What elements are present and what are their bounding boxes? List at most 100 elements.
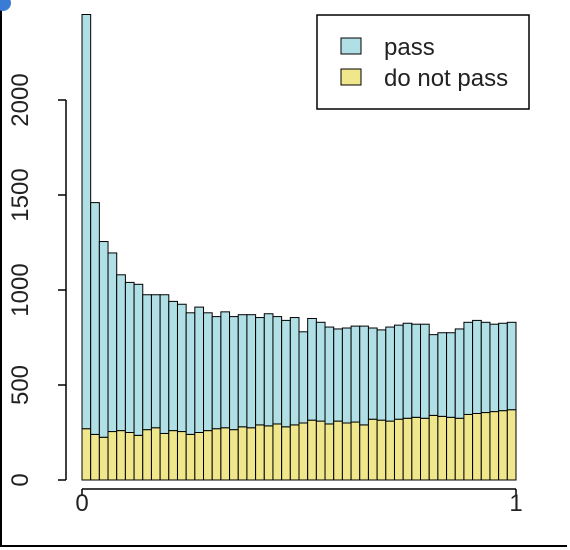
bar-do-not-pass-33 (367, 418, 378, 481)
bar-do-not-pass-3 (107, 431, 118, 481)
bar-do-not-pass-32 (359, 424, 369, 481)
bar-pass-39 (420, 323, 430, 419)
bar-pass-26 (307, 318, 317, 421)
bar-pass-38 (411, 323, 422, 418)
bars-group (81, 14, 517, 481)
bar-do-not-pass-49 (506, 409, 517, 481)
bar-pass-16 (220, 311, 231, 429)
legend: pass do not pass (316, 14, 530, 110)
bar-do-not-pass-44 (463, 413, 474, 481)
bar-pass-7 (142, 294, 152, 431)
bar-pass-25 (298, 331, 309, 424)
bar-do-not-pass-5 (124, 432, 135, 481)
bar-do-not-pass-1 (90, 433, 100, 481)
bar-pass-41 (437, 332, 448, 417)
bar-do-not-pass-29 (333, 420, 343, 481)
bar-do-not-pass-46 (480, 412, 491, 481)
bar-pass-15 (211, 316, 222, 430)
bar-do-not-pass-27 (315, 420, 326, 481)
bar-do-not-pass-12 (185, 433, 196, 481)
bar-pass-13 (194, 306, 205, 434)
y-tick-label-3: 1500 (7, 168, 34, 221)
bar-pass-0 (81, 14, 92, 430)
bar-pass-4 (116, 274, 126, 432)
bar-pass-45 (472, 319, 482, 414)
legend-label-pass: pass (384, 34, 435, 61)
y-tick-label-1: 500 (7, 365, 34, 405)
selection-dot-icon (0, 0, 11, 11)
bar-do-not-pass-48 (498, 410, 508, 481)
bar-do-not-pass-22 (272, 423, 283, 481)
bar-do-not-pass-37 (402, 417, 413, 481)
legend-label-do-not-pass: do not pass (384, 65, 508, 92)
bar-do-not-pass-21 (263, 425, 274, 481)
legend-box (316, 14, 530, 110)
bar-pass-20 (255, 317, 265, 426)
bar-do-not-pass-8 (150, 427, 161, 481)
x-tick-label-1: 1 (509, 490, 522, 517)
bar-pass-8 (150, 294, 161, 429)
y-tick-label-0: 0 (7, 473, 34, 486)
legend-swatch-do-not-pass (340, 68, 362, 86)
axes-group: 0 500 1000 1500 2000 0 1 (7, 73, 523, 517)
bar-pass-24 (289, 317, 300, 426)
bar-pass-46 (480, 321, 491, 414)
bar-pass-30 (341, 327, 352, 424)
bar-do-not-pass-38 (411, 416, 422, 481)
bar-do-not-pass-42 (446, 416, 456, 481)
bar-pass-49 (506, 321, 517, 411)
bar-pass-3 (107, 252, 118, 433)
bar-do-not-pass-45 (472, 413, 482, 481)
bar-pass-10 (168, 300, 178, 432)
bar-pass-40 (428, 334, 439, 416)
bar-pass-36 (393, 324, 404, 420)
y-tick-label-4: 2000 (7, 73, 34, 126)
legend-swatch-pass (340, 37, 362, 55)
bar-do-not-pass-14 (203, 430, 213, 481)
bar-pass-43 (454, 328, 465, 419)
bar-pass-22 (272, 316, 283, 425)
bar-do-not-pass-35 (385, 420, 395, 481)
bar-do-not-pass-16 (220, 427, 231, 481)
bar-pass-35 (385, 326, 395, 422)
bar-pass-47 (489, 323, 500, 413)
bar-do-not-pass-4 (116, 430, 126, 481)
bar-pass-32 (359, 325, 369, 426)
bar-pass-37 (402, 322, 413, 419)
bar-pass-42 (446, 332, 456, 418)
bar-do-not-pass-40 (428, 414, 439, 481)
bar-pass-19 (246, 314, 257, 429)
bar-do-not-pass-41 (437, 415, 448, 481)
bar-pass-2 (98, 241, 109, 438)
bar-do-not-pass-28 (324, 423, 335, 481)
bar-do-not-pass-10 (168, 430, 178, 481)
bar-pass-29 (333, 328, 343, 422)
y-tick-label-2: 1000 (7, 263, 34, 316)
bar-pass-1 (90, 202, 100, 435)
bar-pass-14 (203, 312, 213, 432)
bar-do-not-pass-36 (393, 418, 404, 481)
bar-pass-9 (159, 294, 170, 434)
bar-do-not-pass-2 (98, 436, 109, 481)
bar-do-not-pass-9 (159, 432, 170, 481)
bar-pass-17 (229, 316, 239, 431)
bar-pass-23 (281, 319, 291, 428)
bar-do-not-pass-43 (454, 417, 465, 481)
bar-pass-5 (124, 281, 135, 433)
bar-do-not-pass-23 (281, 426, 291, 481)
bar-pass-28 (324, 326, 335, 425)
bar-do-not-pass-17 (229, 429, 239, 481)
bar-do-not-pass-15 (211, 428, 222, 481)
bar-do-not-pass-18 (237, 426, 248, 481)
bar-do-not-pass-25 (298, 422, 309, 481)
bar-do-not-pass-7 (142, 429, 152, 481)
bar-do-not-pass-30 (341, 422, 352, 481)
bar-pass-31 (350, 325, 361, 423)
bar-do-not-pass-47 (489, 411, 500, 481)
bar-pass-48 (498, 322, 508, 412)
bar-pass-33 (367, 327, 378, 420)
bar-do-not-pass-0 (81, 428, 92, 481)
bar-do-not-pass-11 (176, 431, 187, 481)
